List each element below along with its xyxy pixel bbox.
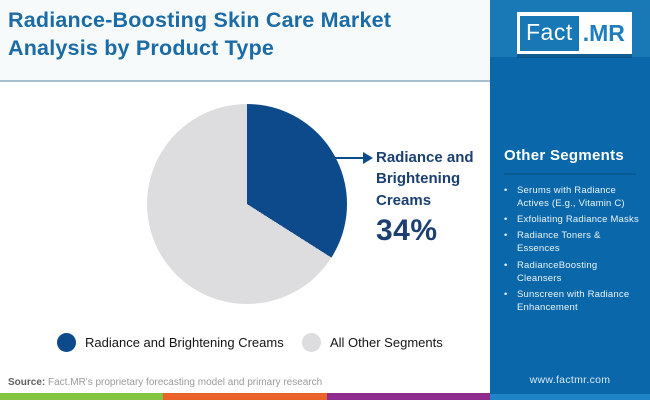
legend-swatch-creams	[57, 333, 76, 352]
factmr-logo: Fact .MR	[517, 12, 632, 54]
list-item: Sunscreen with Radiance Enhancement	[504, 288, 644, 314]
website-url: www.factmr.com	[529, 374, 611, 386]
callout-label: Radiance and Brightening Creams	[376, 149, 474, 209]
callout-arrow-line	[331, 157, 365, 159]
footer-strip-segment	[326, 393, 490, 400]
legend-label: Radiance and Brightening Creams	[85, 335, 284, 350]
header: Radiance-Boosting Skin Care Market Analy…	[0, 0, 490, 80]
sidebar-heading: Other Segments	[504, 147, 625, 164]
logo-fact-text: Fact	[520, 15, 579, 51]
pie-chart	[147, 104, 347, 304]
callout-arrow-icon	[363, 152, 373, 164]
sidebar-bottom-strip	[490, 394, 650, 400]
list-item: Radiance Toners & Essences	[504, 229, 644, 255]
sidebar-heading-divider	[504, 173, 636, 175]
list-item: Serums with Radiance Actives (E.g., Vita…	[504, 184, 644, 210]
callout: Radiance and Brightening Creams 34%	[376, 147, 492, 248]
main-chart-area: Radiance-Boosting Skin Care Market Analy…	[0, 0, 492, 400]
list-item: RadianceBoosting Cleansers	[504, 259, 644, 285]
footer-strip-segment	[163, 393, 327, 400]
legend-item: All Other Segments	[302, 333, 443, 352]
legend-label: All Other Segments	[330, 335, 443, 350]
footer-strip-segment	[0, 393, 164, 400]
callout-value: 34%	[376, 213, 438, 247]
legend-item: Radiance and Brightening Creams	[57, 333, 284, 352]
footer-strip	[0, 393, 490, 400]
sidebar: Fact .MR Other Segments Serums with Radi…	[490, 0, 650, 400]
other-segments-list: Serums with Radiance Actives (E.g., Vita…	[504, 184, 644, 317]
list-item: Exfoliating Radiance Masks	[504, 213, 644, 226]
header-divider	[0, 80, 490, 82]
source-text: Fact.MR's proprietary forecasting model …	[45, 377, 323, 388]
source-label: Source:	[8, 377, 46, 388]
logo-mr-text: .MR	[582, 19, 625, 46]
source-note: Source: Fact.MR's proprietary forecastin…	[8, 377, 322, 388]
legend-swatch-other	[302, 333, 321, 352]
page-title: Radiance-Boosting Skin Care Market Analy…	[8, 8, 392, 60]
